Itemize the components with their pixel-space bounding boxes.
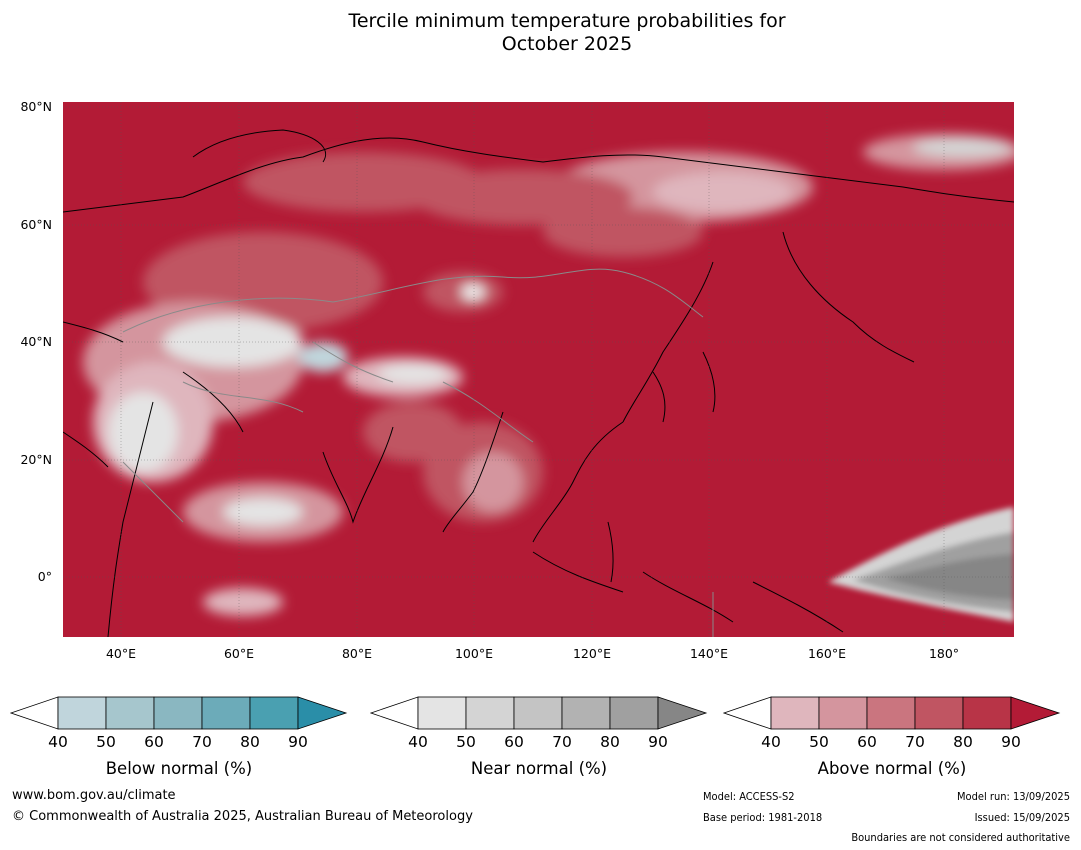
tick: 60 (857, 733, 877, 751)
colorbar-extend-high (1010, 696, 1061, 730)
colorbar-segment (57, 696, 107, 730)
colorbar-segment (866, 696, 916, 730)
tick: 50 (456, 733, 476, 751)
colorbar-segment (153, 696, 203, 730)
probability-map (63, 102, 1014, 637)
tick: 70 (905, 733, 925, 751)
colorbar-extend-low (370, 696, 419, 730)
colorbar-extend-low (723, 696, 772, 730)
model-run-text: Model run: 13/09/2025 (957, 790, 1070, 803)
colorbar-below-title: Below normal (%) (105, 759, 253, 778)
lon-label-40e: 40°E (105, 646, 137, 661)
colorbar-extend-high (657, 696, 708, 730)
lat-label-60n: 60°N (20, 217, 52, 232)
colorbar-segment (249, 696, 299, 730)
colorbar-segment (105, 696, 155, 730)
title-line-1: Tercile minimum temperature probabilitie… (348, 10, 786, 32)
lat-label-0: 0° (37, 569, 52, 584)
base-period-text: Base period: 1981-2018 (703, 811, 823, 824)
colorbar-segment (609, 696, 659, 730)
lon-label-120e: 120°E (572, 646, 611, 661)
model-text: Model: ACCESS-S2 (703, 790, 795, 803)
borders (122, 268, 714, 637)
tick: 60 (144, 733, 164, 751)
tick: 90 (648, 733, 668, 751)
tick: 80 (240, 733, 260, 751)
lon-label-60e: 60°E (223, 646, 255, 661)
chart-title: Tercile minimum temperature probabilitie… (0, 10, 1081, 56)
colorbar-segment (465, 696, 515, 730)
tick: 60 (504, 733, 524, 751)
tick: 90 (288, 733, 308, 751)
tick: 50 (809, 733, 829, 751)
tick: 90 (1001, 733, 1021, 751)
lon-label-160e: 160°E (807, 646, 846, 661)
website-link[interactable]: www.bom.gov.au/climate (12, 788, 176, 803)
issued-text: Issued: 15/09/2025 (974, 811, 1070, 824)
lat-label-80n: 80°N (20, 99, 52, 114)
tick: 40 (761, 733, 781, 751)
tick: 80 (953, 733, 973, 751)
colorbar-segment (962, 696, 1012, 730)
tick: 80 (600, 733, 620, 751)
colorbar-segment (770, 696, 820, 730)
colorbar-above-title: Above normal (%) (817, 759, 967, 778)
colorbar-above (723, 696, 1061, 730)
colorbar-segment (201, 696, 251, 730)
colorbar-segment (513, 696, 563, 730)
copyright-text: © Commonwealth of Australia 2025, Austra… (12, 809, 473, 824)
title-line-2: October 2025 (501, 33, 633, 55)
lon-label-140e: 140°E (689, 646, 728, 661)
colorbar-segment (561, 696, 611, 730)
colorbar-near-title: Near normal (%) (470, 759, 608, 778)
graticule (63, 102, 1014, 637)
coastlines (63, 129, 1014, 637)
colorbar-extend-high (297, 696, 348, 730)
lat-label-40n: 40°N (20, 334, 52, 349)
map-svg (63, 102, 1014, 637)
tick: 50 (96, 733, 116, 751)
probability-patches (83, 134, 1014, 616)
boundaries-note: Boundaries are not considered authoritat… (851, 831, 1070, 844)
tick: 70 (192, 733, 212, 751)
colorbar-extend-low (10, 696, 59, 730)
lon-label-100e: 100°E (454, 646, 493, 661)
colorbar-segment (914, 696, 964, 730)
lat-label-20n: 20°N (20, 452, 52, 467)
tick: 40 (48, 733, 68, 751)
colorbar-near (370, 696, 708, 730)
colorbar-below (10, 696, 348, 730)
colorbar-segment (417, 696, 467, 730)
tick: 70 (552, 733, 572, 751)
lon-label-180: 180° (928, 646, 960, 661)
lon-label-80e: 80°E (341, 646, 373, 661)
colorbar-segment (818, 696, 868, 730)
tick: 40 (408, 733, 428, 751)
